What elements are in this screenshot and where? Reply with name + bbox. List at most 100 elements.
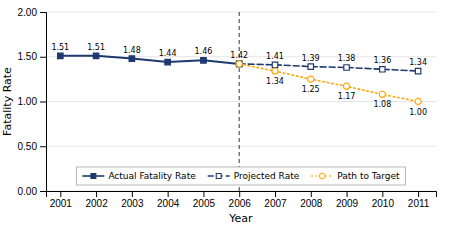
series-marker [236, 61, 241, 66]
data-label: 1.00 [409, 108, 427, 117]
legend: Actual Fatality Rate Projected Rate Path t… [76, 167, 405, 185]
y-tick: 1.50 [18, 51, 46, 62]
x-tick: 2010 [372, 191, 395, 209]
x-tick-mark [96, 191, 97, 197]
x-axis-title: Year [228, 212, 253, 225]
x-tick: 2007 [264, 191, 287, 209]
data-label: 1.34 [266, 77, 284, 86]
chart: 2001 2002 2003 2004 2005 2006 2007 2008 2009 2010… [0, 0, 450, 225]
x-tick-label: 2003 [121, 198, 144, 209]
y-tick-label: 1.50 [18, 51, 38, 62]
x-axis-line [47, 192, 437, 198]
x-tick: 2003 [121, 191, 144, 209]
series-marker [344, 65, 349, 70]
y-tick-label: 0.00 [18, 186, 38, 197]
y-tick-label: 0.50 [18, 141, 38, 152]
legend-item: Actual Fatality Rate [82, 171, 196, 181]
y-tick: 0.50 [18, 141, 46, 152]
x-tick-mark [311, 191, 312, 197]
data-label: 1.17 [338, 92, 356, 101]
x-tick-label: 2005 [193, 198, 216, 209]
data-label: 1.44 [159, 49, 177, 58]
y-tick-mark [40, 57, 46, 58]
legend-item: Projected Rate [208, 171, 300, 181]
series-marker [58, 53, 63, 58]
series-marker [415, 98, 421, 104]
x-tick: 2002 [85, 191, 108, 209]
y-tick-mark [40, 146, 46, 147]
data-label: 1.48 [123, 46, 141, 55]
x-tick-label: 2010 [372, 198, 395, 209]
grid [46, 12, 436, 191]
series-marker [201, 58, 206, 63]
y-axis-title: Fatality Rate [1, 67, 14, 136]
y-tick-mark [40, 102, 46, 103]
x-tick-mark [203, 191, 204, 197]
series-marker [343, 83, 349, 89]
x-tick-label: 2006 [229, 198, 252, 209]
x-tick-label: 2004 [157, 198, 180, 209]
x-tick-label: 2009 [336, 198, 359, 209]
series-marker [93, 53, 98, 58]
series-marker [308, 64, 313, 69]
series-line [239, 64, 418, 102]
legend-item: Path to Target [311, 171, 400, 181]
reference-line [239, 12, 240, 191]
data-label: 1.38 [338, 54, 356, 63]
x-tick: 2011 [408, 191, 430, 209]
series-marker [308, 76, 314, 82]
y-tick: 0.00 [18, 186, 46, 197]
x-tick-mark [132, 191, 133, 197]
x-tick-label: 2001 [50, 198, 73, 209]
y-tick: 2.00 [18, 7, 46, 18]
x-tick: 2001 [50, 191, 73, 209]
plot-area [58, 12, 422, 191]
data-label: 1.46 [195, 47, 213, 56]
data-label: 1.51 [87, 43, 105, 52]
x-tick: 2008 [300, 191, 323, 209]
y-tick-mark [40, 12, 46, 13]
data-label: 1.34 [409, 58, 427, 67]
grid-line [46, 12, 436, 13]
legend-label: Projected Rate [234, 171, 300, 181]
data-label: 1.36 [373, 56, 391, 65]
x-tick-mark [275, 191, 276, 197]
x-tick-label: 2008 [300, 198, 323, 209]
series-line [60, 56, 239, 64]
x-tick-mark [60, 191, 61, 197]
series-marker [380, 67, 385, 72]
data-label: 1.41 [266, 52, 284, 61]
y-tick-mark [40, 191, 46, 192]
data-label: 1.25 [302, 85, 320, 94]
x-tick: 2009 [336, 191, 359, 209]
x-tick-mark [418, 191, 419, 197]
data-label: 1.39 [302, 54, 320, 63]
x-tick: 2006 [229, 191, 252, 209]
x-tick: 2004 [157, 191, 180, 209]
y-tick: 1.00 [18, 96, 46, 107]
legend-box [76, 167, 405, 185]
x-tick-mark [382, 191, 383, 197]
series-marker [379, 91, 385, 97]
legend-marker [319, 173, 325, 179]
y-axis: 0.00 0.50 1.00 1.50 2.00 [18, 7, 47, 197]
legend-marker [216, 174, 221, 179]
x-tick: 2005 [193, 191, 216, 209]
data-label: 1.42 [230, 51, 248, 60]
y-tick-label: 1.00 [18, 96, 38, 107]
x-tick-mark [239, 191, 240, 197]
series-marker [272, 68, 278, 74]
legend-marker [91, 174, 96, 179]
x-tick-label: 2002 [85, 198, 108, 209]
x-tick-mark [347, 191, 348, 197]
data-label: 1.51 [51, 43, 69, 52]
series-marker [129, 56, 134, 61]
legend-label: Path to Target [337, 171, 400, 181]
x-tick-label: 2007 [264, 198, 287, 209]
x-tick-label: 2011 [408, 198, 430, 209]
x-tick-mark [168, 191, 169, 197]
x-axis: 2001 2002 2003 2004 2005 2006 2007 2008 2009 2010… [47, 191, 437, 209]
legend-label: Actual Fatality Rate [108, 171, 196, 181]
series-marker [236, 61, 241, 66]
series-marker [165, 59, 170, 64]
